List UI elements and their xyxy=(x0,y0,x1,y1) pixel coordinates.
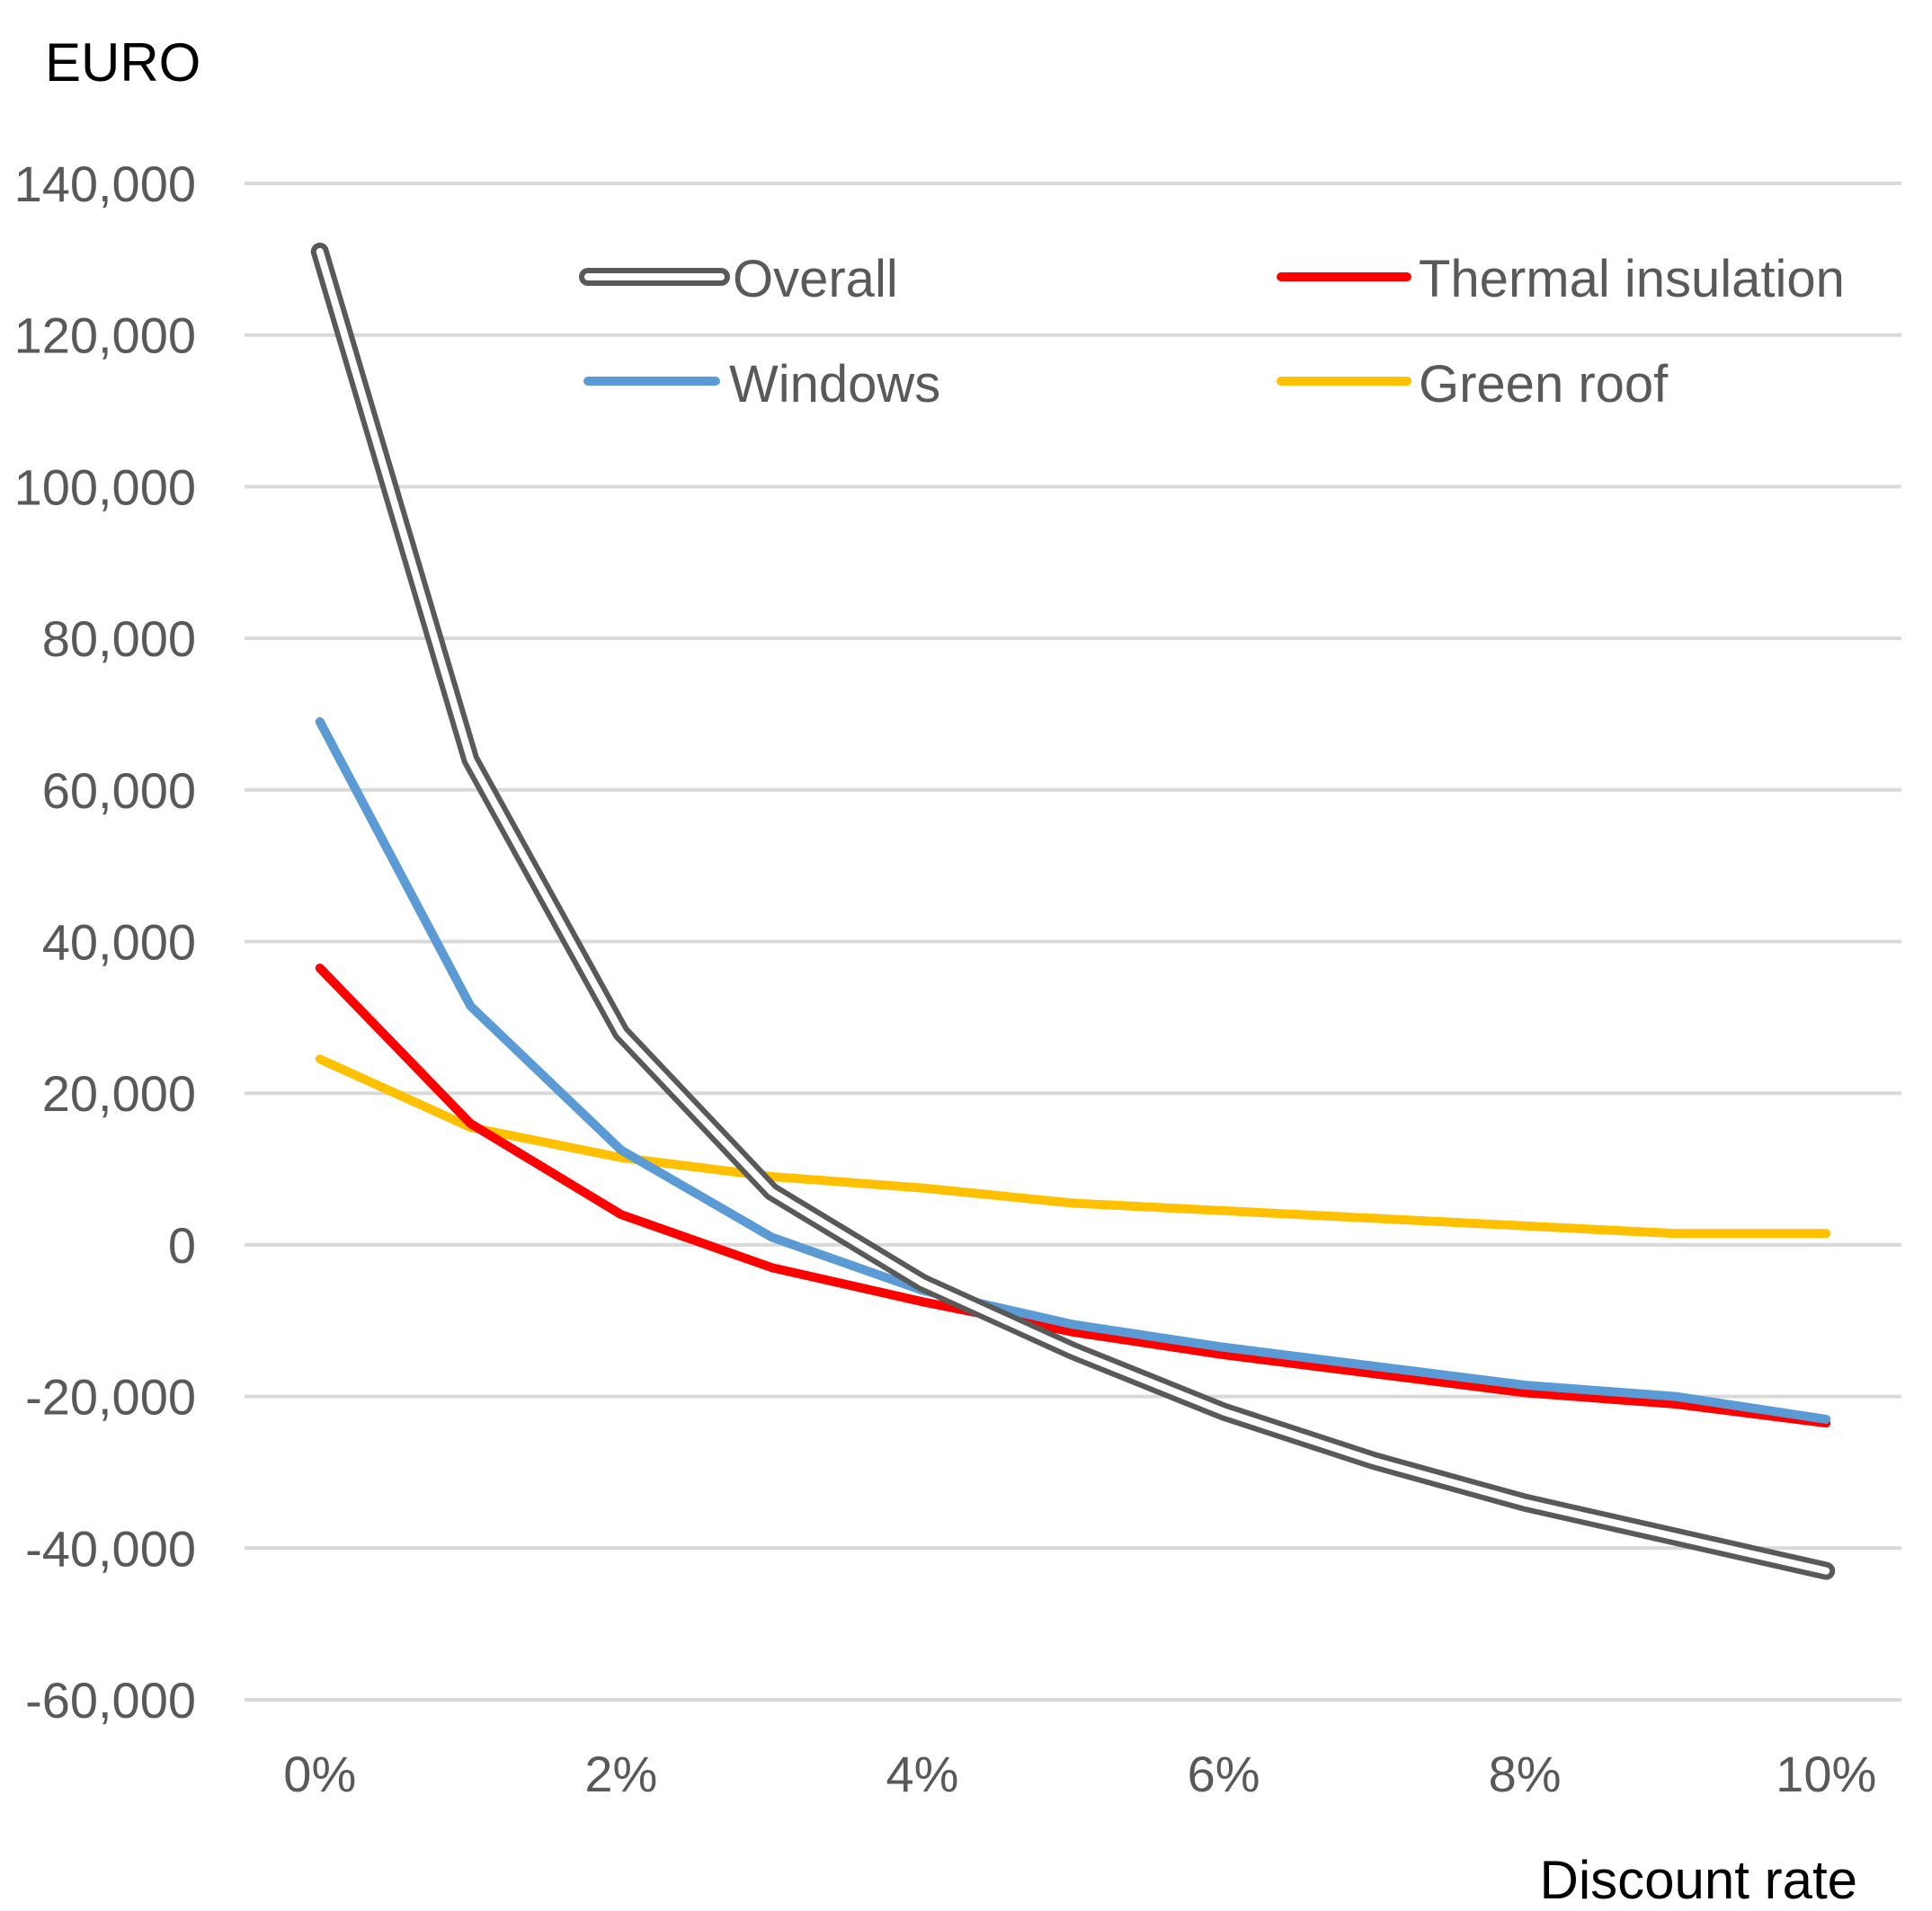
legend-label-thermal-insulation: Thermal insulation xyxy=(1419,250,1845,308)
series-line-thermal xyxy=(315,964,1831,1428)
y-tick-label: 0 xyxy=(168,1217,196,1274)
data-point-windows xyxy=(318,720,322,724)
data-point-overall xyxy=(770,1190,773,1194)
data-point-greenroof xyxy=(318,1057,322,1061)
x-axis-ticks: 0% 2% 4% 6% 8% 10% xyxy=(283,1746,1876,1802)
series-line-greenroof xyxy=(315,1054,1831,1239)
legend-item-overall[interactable]: Overall xyxy=(579,250,898,308)
data-point-windows xyxy=(619,1148,623,1151)
data-point-thermal xyxy=(619,1213,623,1216)
x-tick-label: 6% xyxy=(1188,1746,1260,1802)
data-point-overall xyxy=(619,1031,623,1035)
y-tick-label: -60,000 xyxy=(25,1672,196,1729)
data-point-windows xyxy=(1674,1395,1678,1399)
data-point-thermal xyxy=(1072,1330,1075,1334)
series-lines xyxy=(310,242,1836,1580)
data-point-windows xyxy=(1824,1418,1828,1421)
y-tick-label: 140,000 xyxy=(14,156,196,212)
data-point-thermal xyxy=(1523,1391,1527,1394)
legend-label-windows: Windows xyxy=(729,355,940,413)
data-point-windows xyxy=(770,1235,773,1239)
data-point-windows xyxy=(1523,1383,1527,1387)
data-point-greenroof xyxy=(1222,1209,1225,1213)
data-point-thermal xyxy=(921,1300,924,1303)
x-tick-label: 10% xyxy=(1776,1746,1876,1802)
data-point-thermal xyxy=(1222,1353,1225,1356)
data-point-greenroof xyxy=(619,1156,623,1160)
y-tick-label: 100,000 xyxy=(14,458,196,515)
series-line-overall-inner xyxy=(316,247,1830,1575)
data-point-thermal xyxy=(468,1122,472,1125)
legend-label-overall: Overall xyxy=(733,250,898,308)
legend-item-thermal-insulation[interactable]: Thermal insulation xyxy=(1277,250,1845,308)
data-point-thermal xyxy=(318,966,322,970)
data-point-greenroof xyxy=(1373,1216,1376,1220)
data-point-greenroof xyxy=(1824,1231,1828,1235)
data-point-thermal xyxy=(770,1266,773,1269)
series-line-overall-outer xyxy=(310,242,1836,1580)
data-point-windows xyxy=(468,1004,472,1008)
data-point-overall xyxy=(1824,1569,1828,1573)
data-point-windows xyxy=(1072,1322,1075,1326)
data-point-overall xyxy=(318,250,322,253)
y-tick-label: 120,000 xyxy=(14,307,196,364)
data-point-windows xyxy=(1222,1346,1225,1349)
legend-label-green-roof: Green roof xyxy=(1419,355,1669,413)
y-tick-label: -20,000 xyxy=(25,1369,196,1426)
series-line-windows xyxy=(315,716,1831,1424)
data-point-overall xyxy=(1523,1501,1527,1505)
data-point-overall xyxy=(921,1281,924,1284)
data-point-overall xyxy=(1674,1535,1678,1539)
data-point-thermal xyxy=(1373,1372,1376,1375)
y-tick-label: 40,000 xyxy=(42,914,196,971)
x-tick-label: 8% xyxy=(1489,1746,1562,1802)
y-tick-label: 80,000 xyxy=(42,610,196,667)
data-point-overall xyxy=(1222,1409,1225,1413)
legend: Overall Thermal insulation Windows Green… xyxy=(579,250,1845,413)
x-tick-label: 0% xyxy=(283,1746,356,1802)
legend-item-green-roof[interactable]: Green roof xyxy=(1277,355,1669,413)
y-tick-label: -40,000 xyxy=(25,1520,196,1577)
data-point-overall xyxy=(1072,1349,1075,1353)
x-tick-label: 2% xyxy=(584,1746,657,1802)
data-point-thermal xyxy=(1674,1402,1678,1406)
y-axis-title: EURO xyxy=(45,32,200,93)
data-point-windows xyxy=(1373,1364,1376,1368)
legend-item-windows[interactable]: Windows xyxy=(583,355,940,413)
data-point-greenroof xyxy=(1523,1224,1527,1228)
x-tick-label: 4% xyxy=(886,1746,958,1802)
y-tick-label: 20,000 xyxy=(42,1065,196,1122)
data-point-greenroof xyxy=(1072,1202,1075,1205)
data-point-greenroof xyxy=(1674,1231,1678,1235)
data-point-overall xyxy=(468,758,472,761)
data-point-greenroof xyxy=(921,1187,924,1190)
y-axis-ticks: 140,000 120,000 100,000 80,000 60,000 40,000 2… xyxy=(14,156,196,1729)
x-axis-title: Discount rate xyxy=(1540,1850,1858,1910)
gridlines xyxy=(245,182,1901,1702)
data-point-overall xyxy=(1373,1459,1376,1462)
y-tick-label: 60,000 xyxy=(42,762,196,819)
